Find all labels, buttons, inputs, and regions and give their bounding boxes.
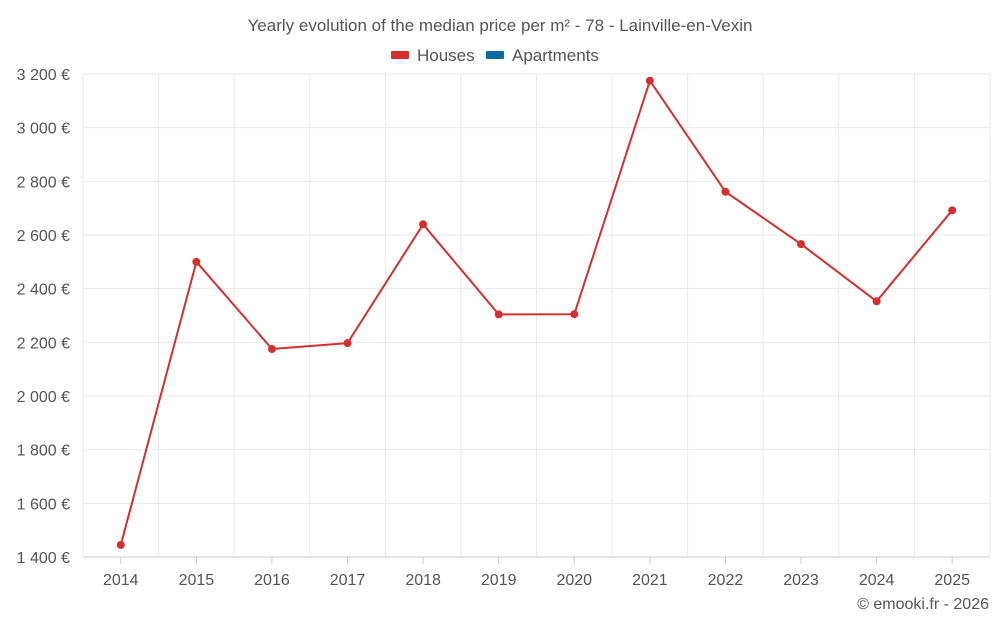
data-point-2021[interactable] bbox=[645, 76, 654, 85]
y-tick-label: 2 600 € bbox=[17, 228, 70, 245]
x-tick-label: 2018 bbox=[405, 572, 441, 589]
data-point-2016[interactable] bbox=[267, 345, 276, 354]
x-tick-label: 2015 bbox=[179, 572, 215, 589]
series-line-houses bbox=[119, 79, 953, 546]
chart-title: Yearly evolution of the median price per… bbox=[248, 16, 753, 35]
y-tick-label: 2 200 € bbox=[17, 335, 70, 352]
data-point-2020[interactable] bbox=[570, 310, 579, 319]
y-tick-label: 1 600 € bbox=[17, 496, 70, 513]
data-point-2018[interactable] bbox=[419, 220, 428, 229]
x-tick-label: 2017 bbox=[330, 572, 366, 589]
legend-swatch-houses[interactable] bbox=[391, 51, 409, 59]
y-tick-label: 1 400 € bbox=[17, 550, 70, 567]
data-point-2015[interactable] bbox=[192, 257, 201, 266]
x-tick-label: 2021 bbox=[632, 572, 668, 589]
x-tick-label: 2025 bbox=[934, 572, 970, 589]
gridlines bbox=[82, 73, 991, 557]
y-tick-label: 2 800 € bbox=[17, 174, 70, 191]
y-tick-label: 2 400 € bbox=[17, 282, 70, 299]
legend: Houses Apartments bbox=[391, 46, 599, 65]
y-tick-label: 2 000 € bbox=[17, 389, 70, 406]
x-tick-label: 2024 bbox=[859, 572, 895, 589]
legend-swatch-apartments[interactable] bbox=[486, 51, 504, 59]
data-point-2014[interactable] bbox=[116, 540, 125, 549]
y-tick-label: 3 200 € bbox=[17, 67, 70, 84]
data-point-2025[interactable] bbox=[948, 206, 957, 215]
data-point-2019[interactable] bbox=[494, 310, 503, 319]
y-tick-label: 3 000 € bbox=[17, 121, 70, 138]
x-tick-label: 2022 bbox=[708, 572, 744, 589]
x-axis: 2014 2015 2016 2017 2018 2019 2020 2021 2022 2023… bbox=[83, 556, 990, 589]
data-point-2022[interactable] bbox=[721, 187, 730, 196]
legend-label-houses[interactable]: Houses bbox=[417, 46, 475, 65]
series-houses bbox=[116, 76, 957, 549]
legend-label-apartments[interactable]: Apartments bbox=[512, 46, 599, 65]
x-tick-label: 2023 bbox=[783, 572, 819, 589]
y-tick-label: 1 800 € bbox=[17, 443, 70, 460]
credit-text: © emooki.fr - 2026 bbox=[857, 596, 989, 613]
x-tick-label: 2020 bbox=[556, 572, 592, 589]
y-axis: 1 400 € 1 600 € 1 800 € 2 000 € 2 200 € 2 400… bbox=[17, 67, 70, 567]
data-point-2023[interactable] bbox=[797, 240, 806, 249]
x-tick-label: 2014 bbox=[103, 572, 139, 589]
x-tick-label: 2016 bbox=[254, 572, 290, 589]
data-point-2017[interactable] bbox=[343, 339, 352, 348]
x-tick-label: 2019 bbox=[481, 572, 517, 589]
data-point-2024[interactable] bbox=[872, 297, 881, 306]
